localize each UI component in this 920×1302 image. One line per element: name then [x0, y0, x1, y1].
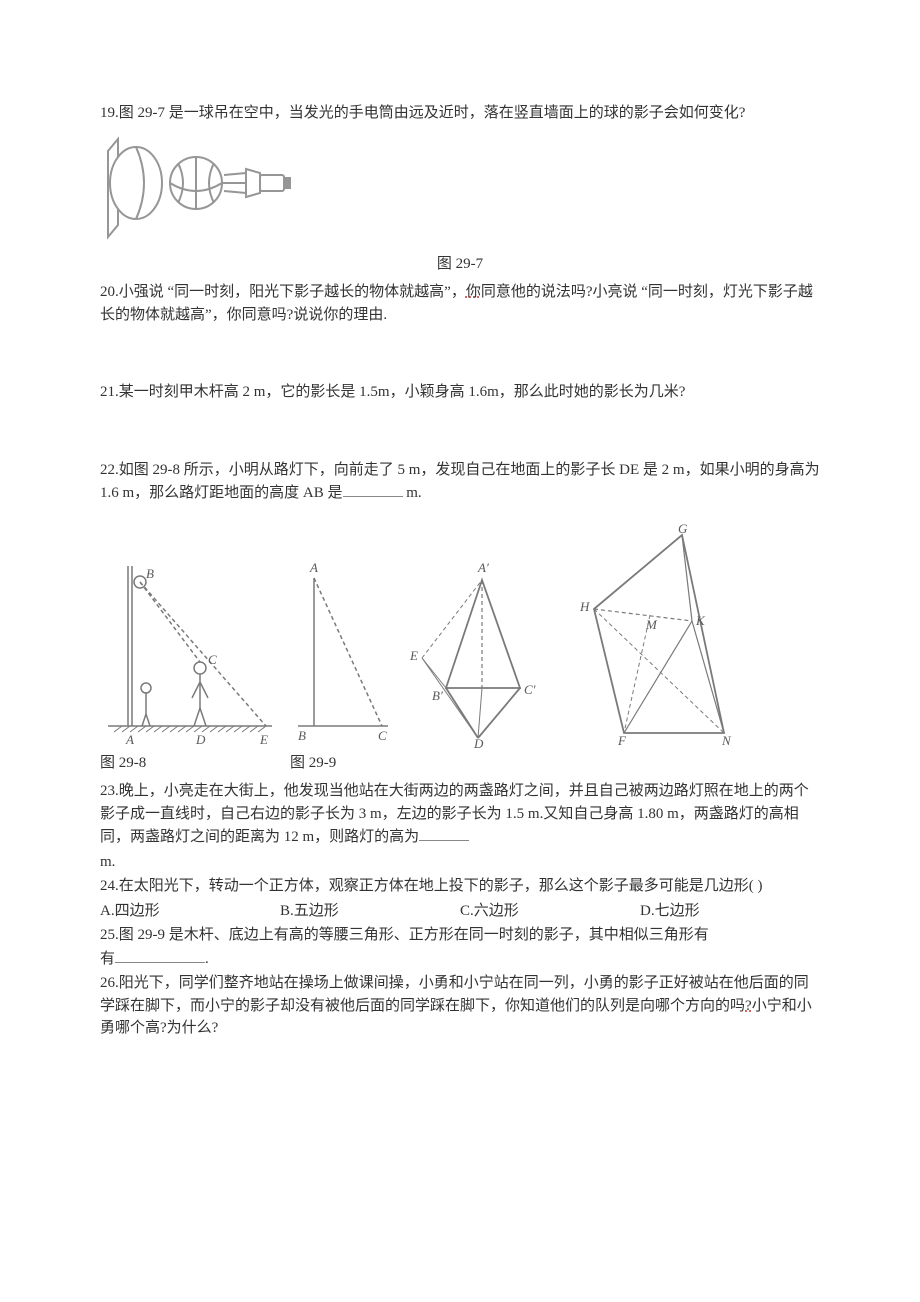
svg-text:G: G [678, 523, 688, 536]
q25-blank[interactable] [115, 947, 205, 963]
svg-text:E: E [259, 732, 268, 747]
svg-text:C′: C′ [524, 682, 536, 697]
svg-text:D: D [195, 732, 206, 747]
q23-blank[interactable] [419, 825, 469, 841]
svg-text:N: N [721, 733, 732, 748]
q24-option-d[interactable]: D.七边形 [640, 900, 820, 923]
svg-text:A: A [125, 732, 134, 747]
figure-29-9c: G H K M F N [564, 523, 739, 748]
svg-text:H: H [579, 599, 590, 614]
svg-text:E: E [409, 648, 418, 663]
q20-text: 20.小强说 “同一时刻，阳光下影子越长的物体就越高”，你同意他的说法吗?小亮说… [100, 281, 820, 326]
figure-29-7-label: 图 29-7 [100, 253, 820, 276]
q24-stem: 24.在太阳光下，转动一个正方体，观察正方体在地上投下的影子，那么这个影子最多可… [100, 875, 820, 898]
svg-text:A: A [309, 560, 318, 575]
figure-labels-row: 图 29-8 图 29-9 [100, 752, 820, 775]
figure-29-8: B C A D E [100, 548, 280, 748]
q22-text: 22.如图 29-8 所示，小明从路灯下，向前走了 5 m，发现自己在地面上的影… [100, 459, 820, 505]
svg-text:B: B [146, 566, 154, 581]
figure-29-9a: A B C [288, 548, 398, 748]
svg-text:B: B [298, 728, 306, 743]
q24-option-c[interactable]: C.六边形 [460, 900, 640, 923]
q24-option-b[interactable]: B.五边形 [280, 900, 460, 923]
q26-text: 26.阳光下，同学们整齐地站在操场上做课间操，小勇和小宁站在同一列，小勇的影子正… [100, 972, 820, 1040]
q24-options: A.四边形 B.五边形 C.六边形 D.七边形 [100, 900, 820, 923]
figure-29-9-label: 图 29-9 [290, 752, 336, 775]
svg-text:C: C [378, 728, 387, 743]
figure-29-7 [100, 133, 820, 245]
q23-text: 23.晚上，小亮走在大街上，他发现当他站在大街两边的两盏路灯之间，并且自己被两边… [100, 780, 820, 849]
q21-text: 21.某一时刻甲木杆高 2 m，它的影长是 1.5m，小颖身高 1.6m，那么此… [100, 381, 820, 404]
svg-text:A′: A′ [477, 560, 489, 575]
svg-text:K: K [695, 613, 706, 628]
svg-text:F: F [617, 733, 627, 748]
figure-29-9b: A′ E B′ C′ D [406, 548, 556, 748]
svg-text:M: M [645, 617, 658, 632]
q23-tail: m. [100, 851, 820, 874]
figure-29-8-label: 图 29-8 [100, 752, 290, 775]
q25-text: 25.图 29-9 是木杆、底边上有高的等腰三角形、正方形在同一时刻的影子，其中… [100, 924, 820, 970]
figure-row: B C A D E A B C [100, 523, 820, 748]
svg-text:C: C [208, 652, 217, 667]
q19-text: 19.图 29-7 是一球吊在空中，当发光的手电筒由远及近时，落在竖直墙面上的球… [100, 102, 820, 125]
svg-text:D: D [473, 736, 484, 748]
svg-text:B′: B′ [432, 688, 443, 703]
q22-blank[interactable] [343, 481, 403, 497]
q24-option-a[interactable]: A.四边形 [100, 900, 280, 923]
